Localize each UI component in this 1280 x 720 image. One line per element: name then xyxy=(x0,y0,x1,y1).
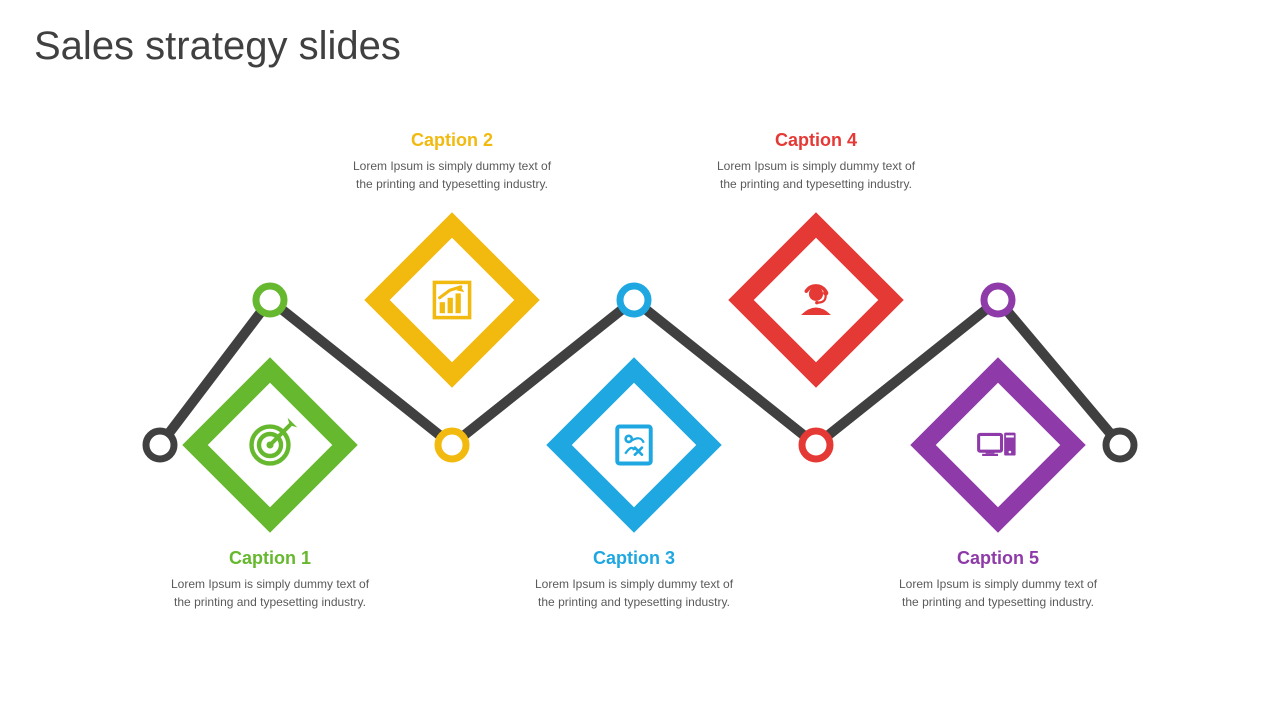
caption-title: Caption 4 xyxy=(716,130,916,151)
connector-dot-2 xyxy=(438,431,466,459)
caption-text: Lorem Ipsum is simply dummy text of the … xyxy=(170,575,370,611)
connector-dot-6 xyxy=(1106,431,1134,459)
caption-title: Caption 3 xyxy=(534,548,734,569)
caption-text: Lorem Ipsum is simply dummy text of the … xyxy=(534,575,734,611)
connector-dot-5 xyxy=(984,286,1012,314)
diamond-layer xyxy=(195,225,1073,520)
caption-title: Caption 1 xyxy=(170,548,370,569)
caption-text: Lorem Ipsum is simply dummy text of the … xyxy=(352,157,552,193)
diamond-step-5 xyxy=(923,370,1073,520)
caption-block-4: Caption 3 Lorem Ipsum is simply dummy tex… xyxy=(534,548,734,611)
caption-text: Lorem Ipsum is simply dummy text of the … xyxy=(898,575,1098,611)
caption-title: Caption 5 xyxy=(898,548,1098,569)
caption-text: Lorem Ipsum is simply dummy text of the … xyxy=(716,157,916,193)
caption-block-5: Caption 5 Lorem Ipsum is simply dummy tex… xyxy=(898,548,1098,611)
caption-block-3: Caption 1 Lorem Ipsum is simply dummy tex… xyxy=(170,548,370,611)
caption-title: Caption 2 xyxy=(352,130,552,151)
caption-block-1: Caption 2 Lorem Ipsum is simply dummy tex… xyxy=(352,130,552,193)
connector-dot-1 xyxy=(256,286,284,314)
connector-dot-0 xyxy=(146,431,174,459)
diamond-step-3 xyxy=(559,370,709,520)
caption-block-2: Caption 4 Lorem Ipsum is simply dummy tex… xyxy=(716,130,916,193)
connector-dot-3 xyxy=(620,286,648,314)
connector-dot-4 xyxy=(802,431,830,459)
diagram-stage xyxy=(0,0,1280,720)
